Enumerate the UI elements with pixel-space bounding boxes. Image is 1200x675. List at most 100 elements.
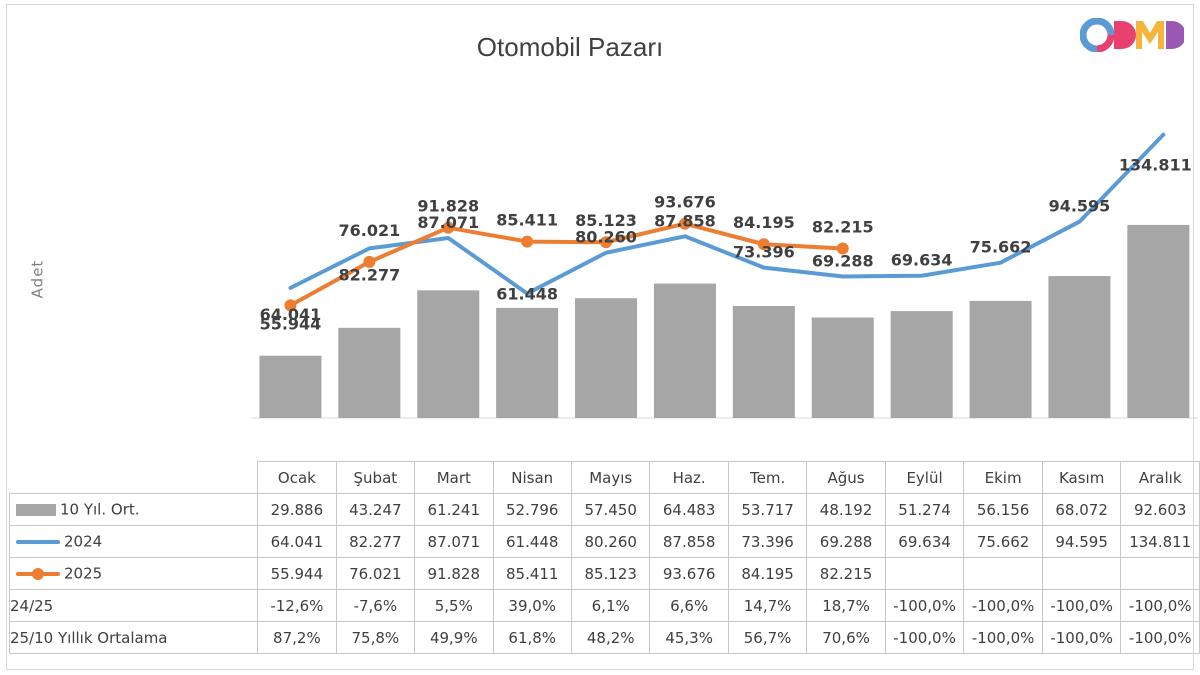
data-label-2025: 85.411: [496, 211, 558, 230]
table-cell: 56,7%: [727, 621, 808, 654]
table-cell: 85.411: [492, 557, 572, 590]
data-label-2024: 75.662: [970, 238, 1032, 257]
table-cell: 76.021: [335, 557, 416, 590]
data-label-2024: 94.595: [1049, 197, 1111, 216]
table-cell: -12,6%: [257, 589, 337, 622]
table-cell: 82.277: [335, 525, 416, 558]
data-label-2024: 64.041: [260, 305, 322, 324]
table-cell: 84.195: [727, 557, 808, 590]
table-header-nisan: Nisan: [492, 461, 572, 494]
line-2025: [289, 221, 843, 308]
table-cell: 80.260: [570, 525, 651, 558]
row-label-25-10: 25/10 Yıllık Ortalama: [8, 621, 259, 654]
table-cell: 69.634: [884, 525, 965, 558]
table-cell: -100,0%: [963, 589, 1043, 622]
table-cell: 61.241: [414, 493, 494, 526]
table-cell: 85.123: [570, 557, 651, 590]
bar-10yil: [969, 300, 1032, 418]
table-cell: 6,6%: [649, 589, 729, 622]
table-row-2025: 2025 55.944 76.021 91.828 85.411 85.123 …: [8, 557, 1200, 590]
table-cell: 82.215: [806, 557, 886, 590]
table-cell: 87.071: [414, 525, 494, 558]
legend-line-swatch: [16, 539, 60, 544]
table-cell: 57.450: [570, 493, 651, 526]
table-cell: 29.886: [257, 493, 337, 526]
table-cell: -100,0%: [963, 621, 1043, 654]
table-header-subat: Şubat: [335, 461, 416, 494]
table-header-kasim: Kasım: [1041, 461, 1122, 494]
table-cell: 51.274: [884, 493, 965, 526]
table-cell: 18,7%: [806, 589, 886, 622]
table-header-mart: Mart: [414, 461, 494, 494]
table-cell: 39,0%: [492, 589, 572, 622]
table-cell: -100,0%: [1041, 589, 1122, 622]
table-row-24-25: 24/25 -12,6% -7,6% 5,5% 39,0% 6,1% 6,6% …: [8, 589, 1200, 622]
marker-2025: [442, 221, 455, 234]
data-label-2024: 69.288: [812, 251, 874, 270]
table-cell: 64.483: [649, 493, 729, 526]
table-header-eylul: Eylül: [884, 461, 965, 494]
table-header-haz: Haz.: [649, 461, 729, 494]
data-label-2025: 82.215: [812, 218, 874, 237]
legend-10yil: 10 Yıl. Ort.: [8, 493, 259, 526]
table-cell: -100,0%: [1120, 621, 1200, 654]
data-label-2025: 93.676: [654, 193, 716, 212]
legend-bar-swatch: [16, 503, 56, 516]
table-header-row: Ocak Şubat Mart Nisan Mayıs Haz. Tem. Ağ…: [9, 461, 1200, 494]
table-cell: 49,9%: [414, 621, 494, 654]
table-row-2024: 2024 64.041 82.277 87.071 61.448 80.260 …: [8, 525, 1200, 558]
bar-10yil: [890, 311, 953, 418]
bar-10yil: [1127, 224, 1190, 418]
bar-10yil: [338, 327, 401, 418]
table-cell: 5,5%: [414, 589, 494, 622]
bar-10yil: [575, 298, 638, 418]
data-label-2025: 76.021: [338, 221, 400, 240]
table-corner: [9, 461, 258, 494]
data-label-2025: 91.828: [417, 197, 479, 216]
marker-2025: [836, 242, 849, 255]
table-cell: 91.828: [414, 557, 494, 590]
table-header-mayis: Mayıs: [570, 461, 651, 494]
table-cell: 75,8%: [335, 621, 416, 654]
table-cell: 134.811: [1120, 525, 1200, 558]
bar-10yil: [653, 283, 716, 418]
data-label-2024: 61.448: [496, 284, 558, 303]
table-cell: 14,7%: [727, 589, 808, 622]
table-cell: 92.603: [1120, 493, 1200, 526]
legend-2025: 2025: [8, 557, 259, 590]
data-table: Ocak Şubat Mart Nisan Mayıs Haz. Tem. Ağ…: [8, 461, 1200, 654]
table-cell: 61,8%: [492, 621, 572, 654]
marker-2025: [363, 255, 376, 268]
table-cell: 52.796: [492, 493, 572, 526]
table-cell: 70,6%: [806, 621, 886, 654]
table-cell: 6,1%: [570, 589, 651, 622]
table-cell: 55.944: [257, 557, 337, 590]
table-cell: 75.662: [963, 525, 1043, 558]
table-cell: 93.676: [649, 557, 729, 590]
data-label-2024: 134.811: [1119, 156, 1192, 175]
table-cell: [1041, 557, 1122, 590]
table-header-aralik: Aralık: [1120, 461, 1200, 494]
odmd-logo: [1080, 18, 1184, 52]
legend-2024: 2024: [8, 525, 259, 558]
table-cell: 73.396: [727, 525, 808, 558]
table-row-25-10: 25/10 Yıllık Ortalama 87,2% 75,8% 49,9% …: [8, 621, 1200, 654]
table-cell: [884, 557, 965, 590]
table-cell: 68.072: [1041, 493, 1122, 526]
table-cell: 69.288: [806, 525, 886, 558]
table-cell: 56.156: [963, 493, 1043, 526]
bar-10yil: [259, 355, 322, 418]
table-cell: -100,0%: [884, 589, 965, 622]
chart-frame: [6, 4, 1194, 670]
table-cell: [963, 557, 1043, 590]
table-cell: -100,0%: [1120, 589, 1200, 622]
table-header-ocak: Ocak: [257, 461, 337, 494]
table-cell: 48.192: [806, 493, 886, 526]
bar-10yil: [732, 306, 795, 418]
data-label-2024: 87.858: [654, 211, 716, 230]
table-cell: -7,6%: [335, 589, 416, 622]
marker-2025: [284, 299, 297, 312]
row-label-24-25: 24/25: [8, 589, 259, 622]
chart-title: Otomobil Pazarı: [476, 32, 664, 62]
